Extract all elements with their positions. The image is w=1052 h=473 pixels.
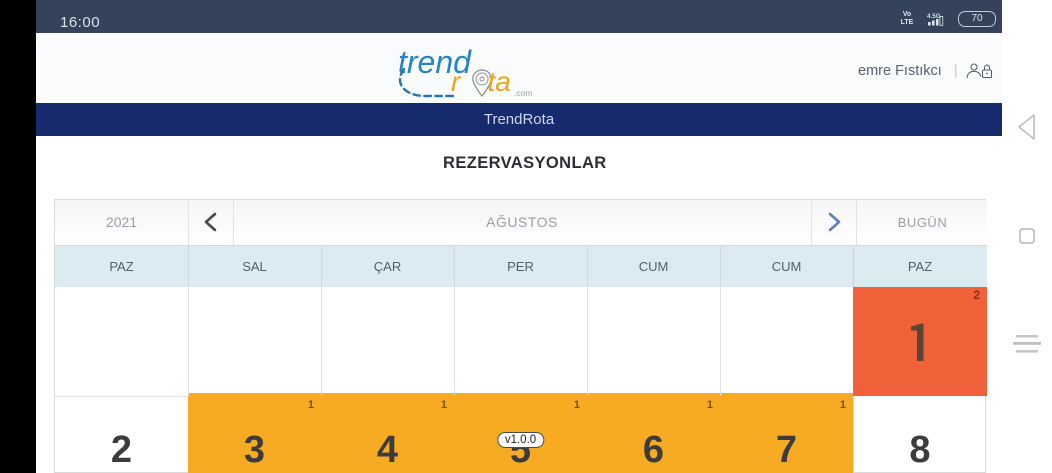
svg-text:.com: .com <box>514 88 532 98</box>
svg-text:ta: ta <box>488 66 511 97</box>
svg-text:trend: trend <box>398 44 472 80</box>
svg-text:4.5G: 4.5G <box>927 13 941 20</box>
